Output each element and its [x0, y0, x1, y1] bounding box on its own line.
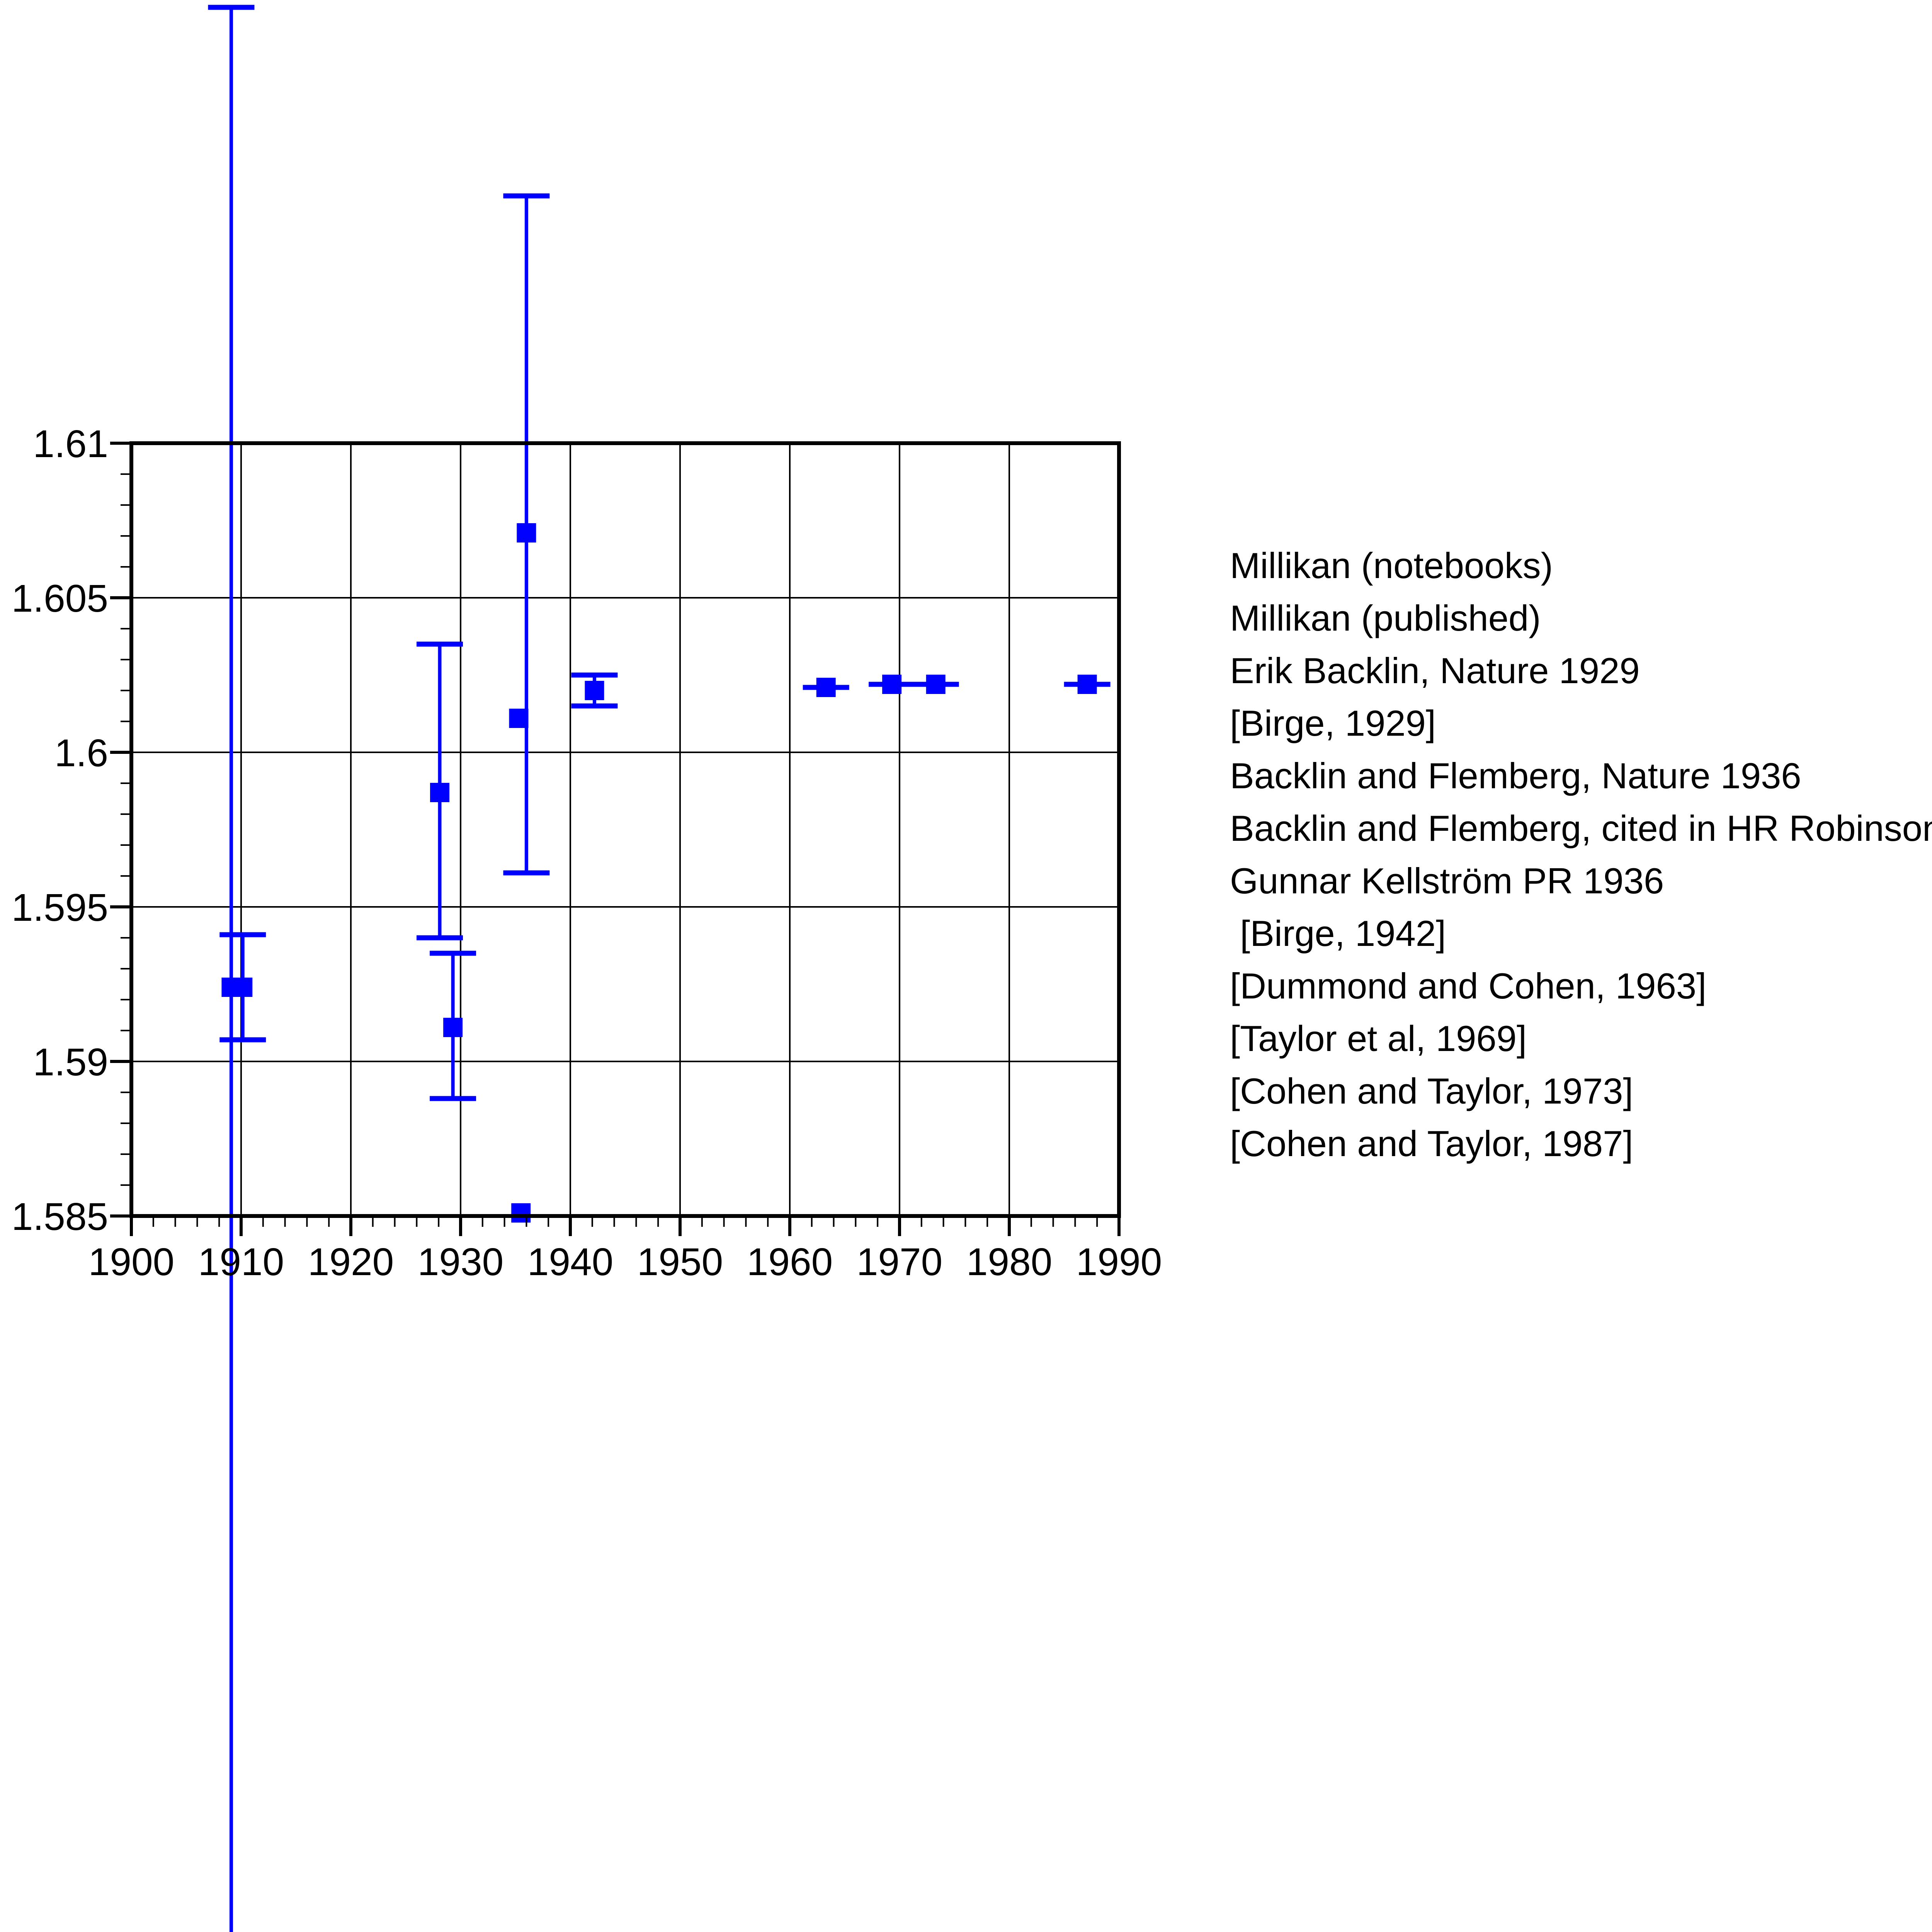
x-tick-label: 1950	[637, 1240, 723, 1284]
y-tick-label: 1.595	[12, 886, 108, 929]
data-points	[208, 5, 1111, 1932]
y-tick-label: 1.6	[54, 731, 108, 775]
legend-item: [Dummond and Cohen, 1963]	[1230, 966, 1707, 1006]
axis-ticks	[110, 442, 1121, 1236]
y-tick-label: 1.605	[12, 577, 108, 620]
data-marker	[511, 1203, 531, 1223]
legend-item: [Cohen and Taylor, 1987]	[1230, 1123, 1633, 1164]
x-tick-label: 1920	[308, 1240, 394, 1284]
data-marker	[509, 709, 529, 728]
legend-item: [Cohen and Taylor, 1973]	[1230, 1071, 1633, 1111]
x-tick-label: 1960	[747, 1240, 833, 1284]
x-tick-label: 1910	[198, 1240, 284, 1284]
data-marker	[926, 675, 946, 694]
data-marker	[430, 783, 450, 802]
legend-item: [Birge, 1929]	[1230, 703, 1436, 743]
legend-item: Erik Backlin, Nature 1929	[1230, 650, 1640, 691]
legend: Millikan (notebooks) Millikan (published)…	[1230, 539, 1932, 1170]
legend-item: Gunnar Kellström PR 1936	[1230, 861, 1664, 901]
axis-tick-labels: 1900 1910 1920 1930 1940 1950 1960 1970 1980 1990…	[12, 422, 1162, 1284]
legend-item: [Taylor et al, 1969]	[1230, 1018, 1527, 1059]
legend-item: Backlin and Flemberg, Nature 1936	[1230, 755, 1801, 796]
legend-item: Backlin and Flemberg, cited in HR Robins…	[1230, 808, 1932, 849]
x-tick-label: 1980	[966, 1240, 1052, 1284]
data-marker	[585, 681, 604, 700]
data-marker	[882, 675, 902, 694]
legend-item: [Birge, 1942]	[1230, 913, 1446, 954]
x-tick-label: 1940	[527, 1240, 613, 1284]
y-tick-label: 1.59	[33, 1041, 108, 1084]
data-marker	[443, 1018, 463, 1037]
y-tick-label: 1.585	[12, 1195, 108, 1238]
data-marker	[816, 678, 836, 697]
x-tick-label: 1900	[88, 1240, 174, 1284]
x-tick-label: 1990	[1076, 1240, 1162, 1284]
legend-item: Millikan (published)	[1230, 598, 1541, 638]
y-tick-label: 1.61	[33, 422, 108, 466]
plot-border	[129, 441, 1121, 1218]
data-marker	[517, 523, 536, 543]
data-marker	[1077, 675, 1097, 694]
data-marker	[233, 978, 253, 997]
legend-item: Millikan (notebooks)	[1230, 545, 1553, 586]
x-tick-label: 1970	[857, 1240, 942, 1284]
plot-frame	[129, 441, 1121, 1218]
x-tick-label: 1930	[418, 1240, 503, 1284]
grid-lines	[131, 443, 1119, 1216]
